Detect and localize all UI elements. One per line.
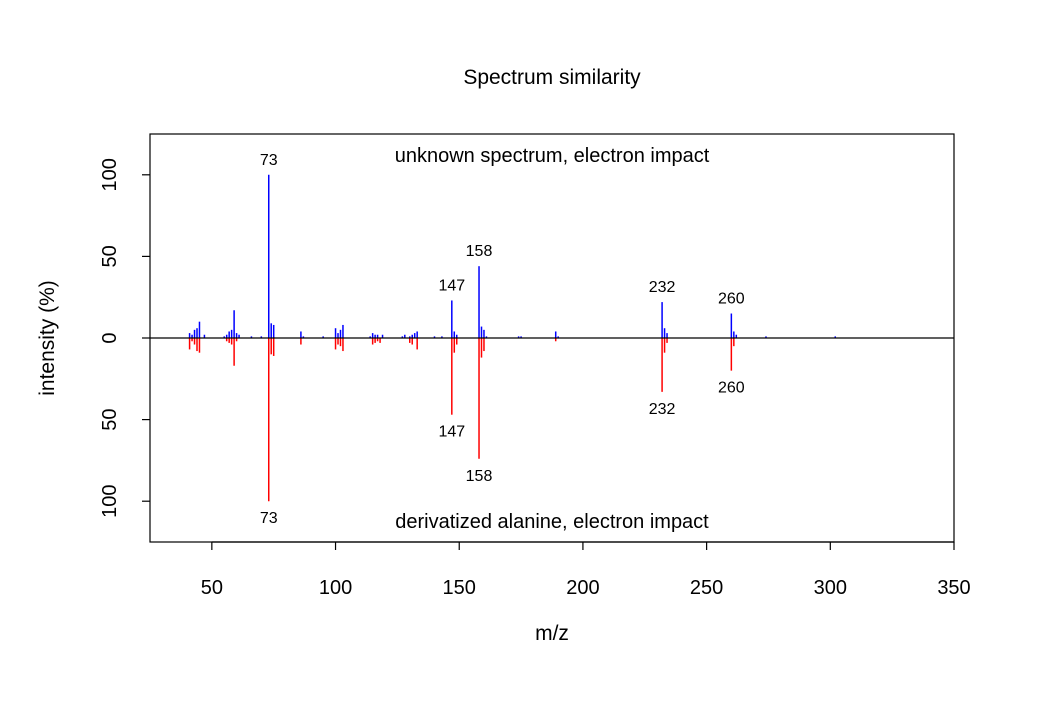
chart-title: Spectrum similarity bbox=[463, 66, 641, 89]
top-peak-label: 73 bbox=[260, 152, 278, 169]
y-tick-label: 50 bbox=[99, 408, 121, 430]
x-tick-label: 50 bbox=[201, 577, 223, 599]
top-peak-label: 158 bbox=[466, 243, 493, 260]
y-tick-label: 100 bbox=[99, 485, 121, 518]
peaks-layer bbox=[188, 174, 837, 502]
x-axis-label: m/z bbox=[535, 622, 569, 645]
x-tick-label: 150 bbox=[443, 577, 476, 599]
bottom-spectrum-label: derivatized alanine, electron impact bbox=[395, 511, 709, 533]
y-tick-label: 0 bbox=[99, 332, 121, 343]
y-axis-label: intensity (%) bbox=[36, 280, 59, 396]
top-peak-label: 147 bbox=[438, 277, 465, 294]
plot-frame bbox=[149, 133, 955, 543]
x-tick-label: 200 bbox=[566, 577, 599, 599]
y-tick-label: 50 bbox=[99, 245, 121, 267]
bottom-peak-label: 147 bbox=[438, 424, 465, 441]
axes-layer: 50 100 150 200 250 300 350 100 50 0 50 100 bbox=[99, 158, 971, 599]
bottom-peak-label: 232 bbox=[649, 401, 676, 418]
top-peak-label: 232 bbox=[649, 279, 676, 296]
top-peak-label: 260 bbox=[718, 291, 745, 308]
x-tick-label: 300 bbox=[814, 577, 847, 599]
x-tick-label: 350 bbox=[937, 577, 970, 599]
y-tick-label: 100 bbox=[99, 158, 121, 191]
bottom-peak-label: 260 bbox=[718, 380, 745, 397]
x-tick-label: 250 bbox=[690, 577, 723, 599]
top-spectrum-label: unknown spectrum, electron impact bbox=[395, 145, 710, 167]
bottom-peak-label: 73 bbox=[260, 510, 278, 527]
x-tick-label: 100 bbox=[319, 577, 352, 599]
bottom-peak-label: 158 bbox=[466, 468, 493, 485]
